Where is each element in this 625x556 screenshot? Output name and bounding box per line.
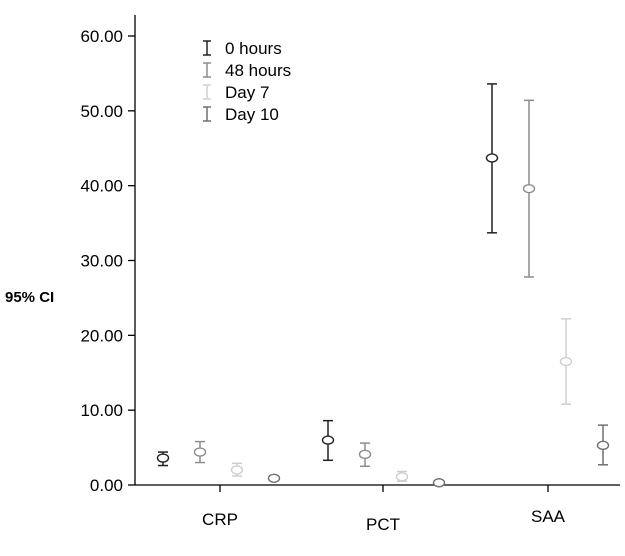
- y-tick-label: 60.00: [80, 27, 123, 46]
- x-ticks: CRP PCT SAA: [202, 485, 566, 534]
- legend-label: 0 hours: [225, 39, 282, 58]
- legend-label: 48 hours: [225, 61, 291, 80]
- legend-item: 48 hours: [203, 61, 291, 80]
- y-axis-label: 95% CI: [5, 289, 54, 306]
- y-tick-label: 30.00: [80, 252, 123, 271]
- y-tick-label: 0.00: [90, 476, 123, 495]
- mean-marker: [321, 435, 335, 445]
- mean-marker: [485, 153, 499, 163]
- axes: [134, 15, 620, 486]
- mean-marker: [596, 440, 610, 451]
- legend-item: Day 10: [203, 105, 279, 124]
- series-day-10: [267, 424, 610, 488]
- mean-marker: [358, 449, 372, 460]
- legend-label: Day 7: [225, 83, 269, 102]
- legend-item: Day 7: [203, 83, 269, 102]
- mean-marker: [432, 478, 446, 488]
- y-ticks: 0.00 10.00 20.00 30.00 40.00 50.00 60.00: [80, 27, 135, 495]
- mean-marker: [559, 356, 573, 367]
- legend-item: 0 hours: [203, 39, 282, 58]
- series-48-hours: [193, 99, 536, 468]
- y-tick-label: 50.00: [80, 102, 123, 121]
- mean-marker: [230, 465, 244, 475]
- y-tick-label: 40.00: [80, 177, 123, 196]
- series-layer: [156, 83, 610, 488]
- y-tick-label: 10.00: [80, 401, 123, 420]
- mean-marker: [193, 447, 207, 457]
- x-category-label: PCT: [366, 515, 400, 534]
- mean-marker: [522, 183, 536, 194]
- legend: 0 hours 48 hours Day 7 Day 10: [203, 39, 291, 124]
- x-category-label: SAA: [531, 507, 566, 526]
- x-category-label: CRP: [202, 510, 238, 529]
- legend-label: Day 10: [225, 105, 279, 124]
- y-tick-label: 20.00: [80, 326, 123, 345]
- mean-marker: [395, 472, 409, 482]
- mean-marker: [267, 473, 281, 483]
- series-0-hours: [156, 83, 499, 467]
- mean-marker: [156, 453, 170, 463]
- series-day-7: [230, 318, 573, 483]
